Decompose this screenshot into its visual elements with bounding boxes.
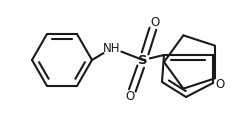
Text: O: O [150, 15, 160, 29]
Text: NH: NH [103, 42, 121, 54]
Text: O: O [125, 90, 135, 103]
Text: S: S [138, 54, 148, 66]
Text: O: O [215, 78, 225, 91]
